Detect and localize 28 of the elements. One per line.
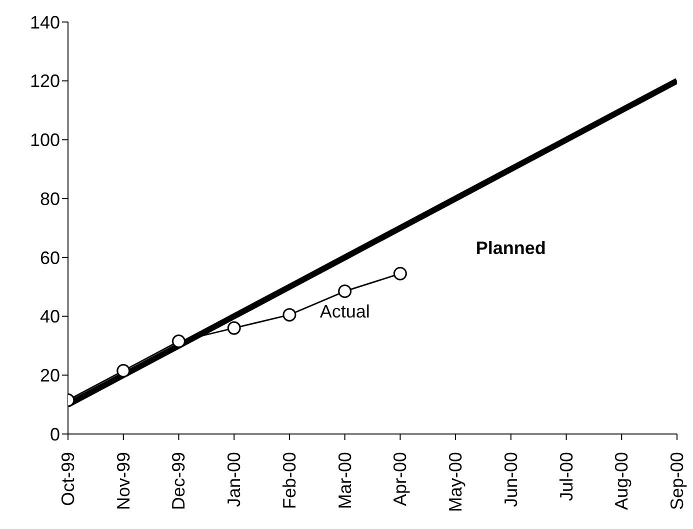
y-tick-label: 80 xyxy=(40,188,60,209)
point xyxy=(172,334,186,348)
point xyxy=(282,308,296,322)
x-tick-label: Aug-00 xyxy=(612,452,632,510)
point xyxy=(338,284,352,298)
y-tick-label: 0 xyxy=(50,424,60,444)
x-tick-label: Jun-00 xyxy=(500,452,521,508)
x-tick-label: Apr-00 xyxy=(390,452,410,506)
y-tick-label: 120 xyxy=(30,71,60,92)
x-tick-label: Sep-00 xyxy=(667,452,687,510)
x-tick-label: May-00 xyxy=(446,452,466,512)
x-tick-label: Dec-99 xyxy=(168,452,189,510)
x-tick-label: Jan-00 xyxy=(224,452,244,508)
y-tick-label: 60 xyxy=(40,248,60,268)
y-tick-label: 20 xyxy=(40,366,60,386)
x-tick-label: Mar-00 xyxy=(334,452,355,510)
series-label: Actual xyxy=(320,301,370,322)
point xyxy=(116,364,130,378)
y-tick-label: 40 xyxy=(40,306,60,327)
text: Planned xyxy=(476,238,546,258)
x-tick-label: Oct-99 xyxy=(58,452,78,506)
x-tick-label: Feb-00 xyxy=(279,452,300,510)
x-tick-label: Nov-99 xyxy=(113,452,134,510)
point xyxy=(227,321,241,335)
point xyxy=(393,266,407,280)
y-tick-label: 140 xyxy=(30,12,60,32)
x-tick-label: Jul-00 xyxy=(556,452,576,502)
y-tick-label: 100 xyxy=(30,130,60,150)
